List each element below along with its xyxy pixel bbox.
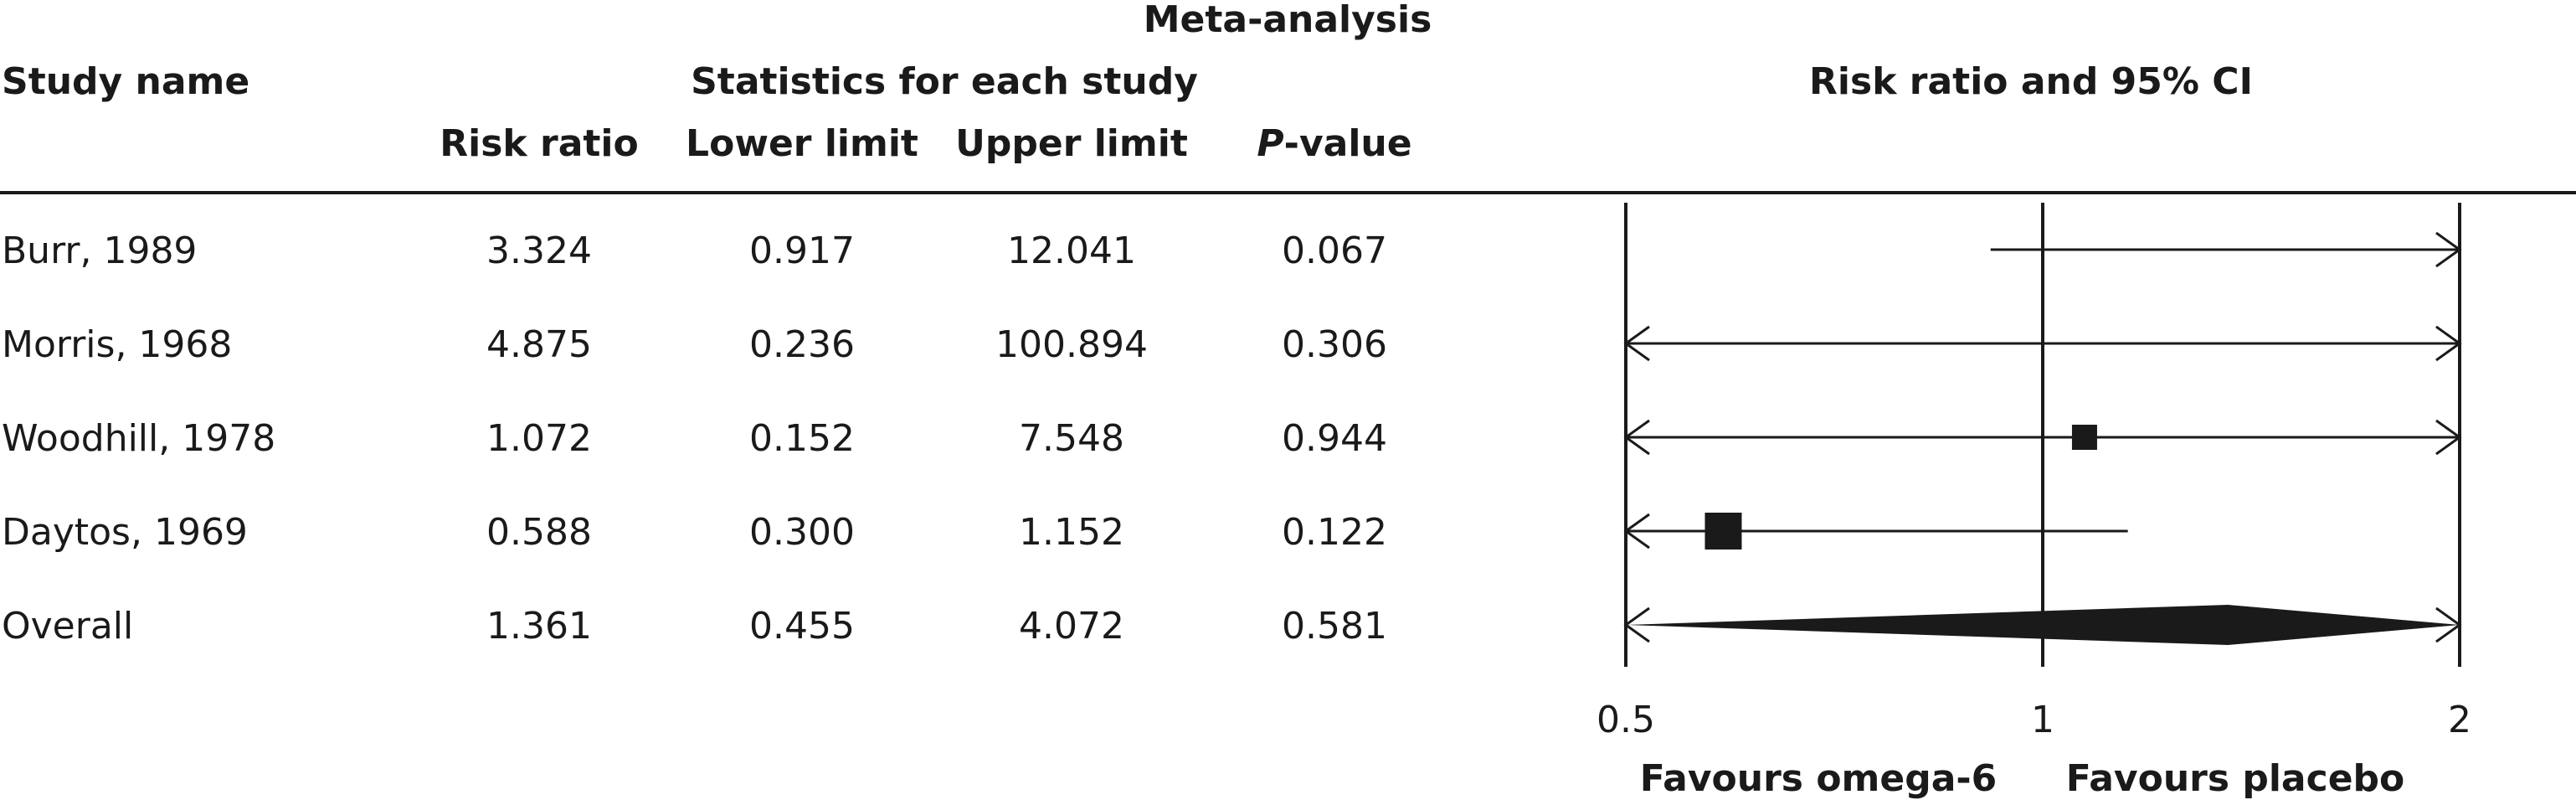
risk-ratio-cell: 0.588 (486, 511, 592, 554)
favours-right-label: Favours placebo (2065, 757, 2405, 800)
ci-arrow-right (2435, 231, 2462, 268)
ci-arrow-left (1623, 325, 1650, 362)
ci-arrow-right (2435, 325, 2462, 362)
study-name-cell: Woodhill, 1978 (2, 417, 276, 460)
lower-limit-cell: 0.455 (749, 605, 855, 648)
upper-limit-header: Upper limit (955, 122, 1188, 165)
lower-limit-cell: 0.917 (749, 230, 855, 272)
risk-ratio-cell: 3.324 (486, 230, 592, 272)
lower-limit-header: Lower limit (686, 122, 918, 165)
p-value-cell: 0.944 (1282, 417, 1387, 460)
p-value-header-italic: P (1257, 122, 1284, 165)
p-value-header-rest: -value (1283, 122, 1412, 165)
upper-limit-cell: 12.041 (1007, 230, 1136, 272)
ci-arrow-left (1623, 419, 1650, 456)
ci-arrow-left (1623, 513, 1650, 550)
summary-diamond (1626, 605, 2460, 645)
risk-ratio-cell: 1.361 (486, 605, 592, 648)
study-name-cell: Morris, 1968 (2, 323, 233, 366)
favours-left-label: Favours omega-6 (1639, 757, 1998, 800)
p-value-cell: 0.581 (1282, 605, 1387, 648)
lower-limit-cell: 0.236 (749, 323, 855, 366)
point-estimate-square (1704, 513, 1742, 550)
study-name-header: Study name (2, 60, 250, 103)
stats-group-header: Statistics for each study (691, 60, 1198, 103)
axis-tick-label: 0.5 (1597, 699, 1655, 741)
risk-ratio-header: Risk ratio (440, 122, 639, 165)
plot-header: Risk ratio and 95% CI (1809, 60, 2253, 103)
lower-limit-cell: 0.300 (749, 511, 855, 554)
risk-ratio-cell: 4.875 (486, 323, 592, 366)
p-value-cell: 0.067 (1282, 230, 1387, 272)
study-name-cell: Burr, 1989 (2, 230, 198, 272)
axis-tick-label: 1 (2031, 699, 2054, 741)
p-value-header: P-value (1257, 126, 1411, 163)
study-name-cell: Daytos, 1969 (2, 511, 248, 554)
lower-limit-cell: 0.152 (749, 417, 855, 460)
ci-arrow-right (2435, 606, 2462, 643)
risk-ratio-cell: 1.072 (486, 417, 592, 460)
upper-limit-cell: 100.894 (995, 323, 1148, 366)
p-value-cell: 0.122 (1282, 511, 1387, 554)
study-name-cell: Overall (2, 605, 134, 648)
upper-limit-cell: 1.152 (1019, 511, 1124, 554)
ci-arrow-right (2435, 419, 2462, 456)
upper-limit-cell: 4.072 (1019, 605, 1124, 648)
chart-title: Meta-analysis (1143, 0, 1432, 41)
upper-limit-cell: 7.548 (1019, 417, 1124, 460)
point-estimate-square (2071, 425, 2097, 450)
axis-tick-label: 2 (2448, 699, 2471, 741)
p-value-cell: 0.306 (1282, 323, 1387, 366)
ci-arrow-left (1623, 606, 1650, 643)
header-rule (0, 191, 2576, 194)
